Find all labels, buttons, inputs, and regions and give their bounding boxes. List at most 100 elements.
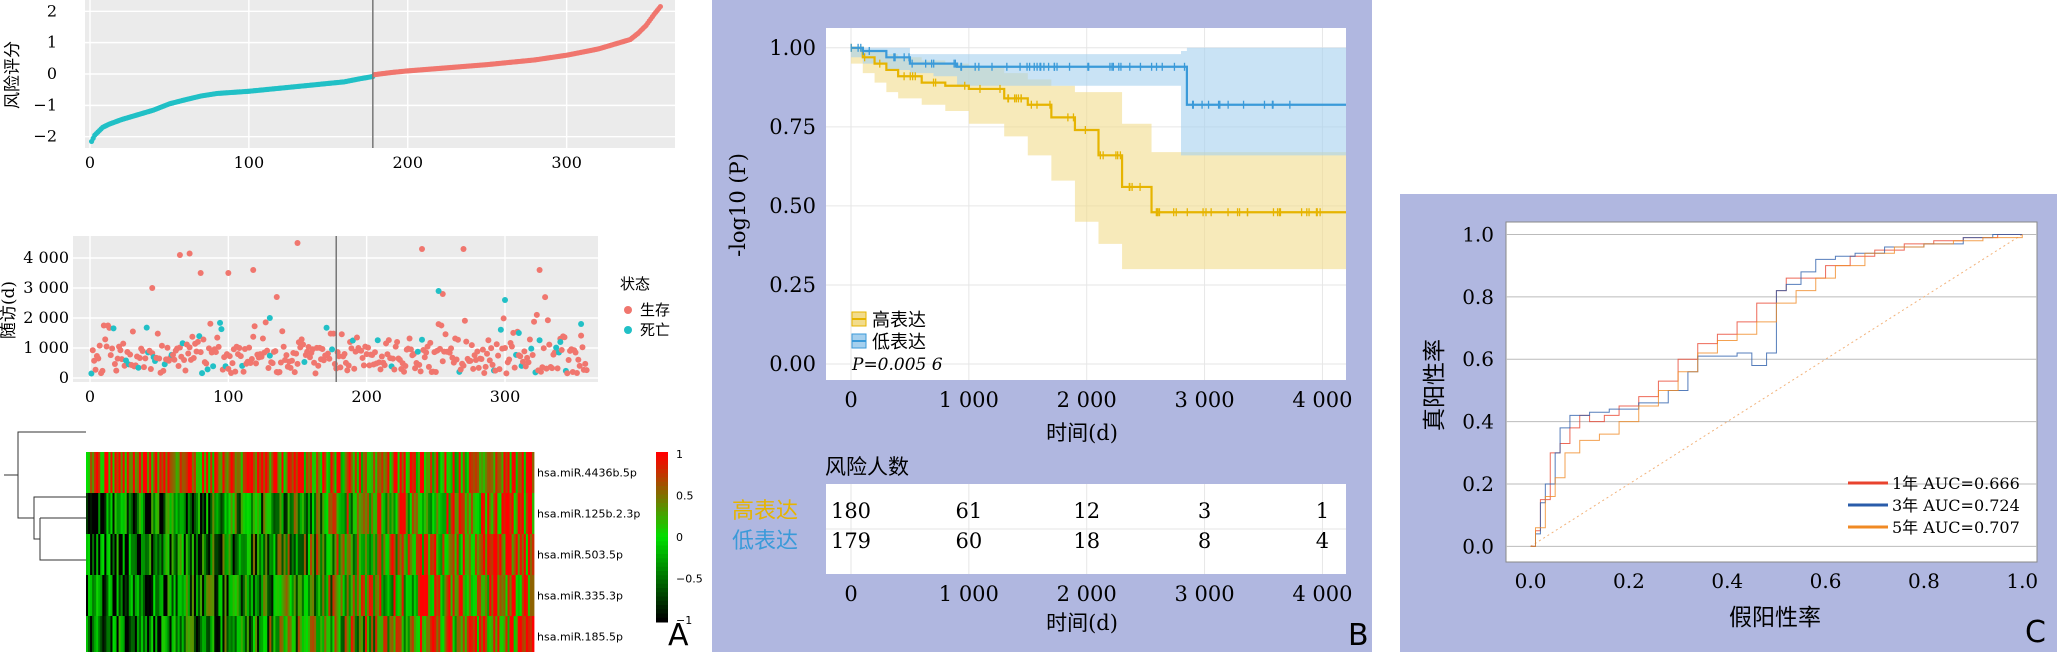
- followup-point: [419, 336, 425, 343]
- heatmap-cell: [303, 575, 307, 616]
- followup-point: [147, 365, 154, 372]
- heatmap-cell: [161, 493, 164, 534]
- heatmap-cell: [481, 452, 484, 493]
- heatmap-cell: [100, 452, 103, 493]
- followup-point: [460, 362, 467, 369]
- heatmap-cell: [424, 575, 427, 616]
- heatmap-cell: [519, 534, 523, 575]
- heatmap-cell: [96, 616, 99, 652]
- heatmap-cell: [289, 452, 293, 493]
- heatmap-cell: [265, 534, 268, 575]
- heatmap-cell: [255, 575, 258, 616]
- heatmap-cell: [236, 575, 240, 616]
- followup-legend-title: 状态: [620, 275, 650, 293]
- heatmap-cell: [195, 493, 199, 534]
- heatmap-cell: [301, 575, 305, 616]
- followup-point: [214, 334, 221, 341]
- heatmap-cell: [307, 575, 311, 616]
- heatmap-cell: [460, 616, 464, 652]
- heatmap-cell: [226, 616, 229, 652]
- followup-point: [503, 370, 510, 377]
- heatmap-scale-step: [656, 571, 668, 576]
- heatmap-cell: [395, 452, 398, 493]
- heatmap-cell: [401, 575, 405, 616]
- heatmap-cell: [442, 575, 445, 616]
- heatmap-cell: [413, 452, 417, 493]
- heatmap-cell: [279, 575, 282, 616]
- heatmap-cell: [364, 452, 368, 493]
- heatmap-cell: [244, 534, 248, 575]
- heatmap-cell: [448, 452, 451, 493]
- heatmap-scale-step: [656, 520, 668, 525]
- heatmap-cell: [434, 616, 437, 652]
- heatmap-scale-step: [656, 588, 668, 593]
- heatmap-cell: [332, 575, 335, 616]
- heatmap-cell: [218, 616, 221, 652]
- heatmap-cell: [118, 493, 122, 534]
- followup-point: [391, 366, 398, 373]
- heatmap-cell: [198, 534, 201, 575]
- heatmap-cell: [326, 575, 329, 616]
- heatmap-cell: [102, 452, 105, 493]
- roc-legend: 1年 AUC=0.666 3年 AUC=0.724 5年 AUC=0.707: [1848, 474, 2020, 537]
- followup-point: [438, 322, 445, 329]
- heatmap-cell: [104, 534, 107, 575]
- heatmap-cell: [295, 575, 299, 616]
- risk-table-cell: 12: [1073, 499, 1100, 523]
- heatmap-cell: [340, 493, 343, 534]
- km-x-tick: 1 000: [939, 388, 999, 412]
- heatmap-cell: [295, 534, 299, 575]
- heatmap-cell: [285, 493, 288, 534]
- heatmap-cell: [428, 616, 431, 652]
- followup-point: [136, 355, 143, 362]
- heatmap-scale-step: [656, 532, 668, 538]
- followup-point: [329, 346, 336, 353]
- heatmap-cell: [525, 616, 529, 652]
- heatmap-scale-step: [656, 452, 668, 457]
- heatmap-scale-step: [656, 515, 668, 521]
- followup-point: [511, 364, 518, 371]
- followup-point: [493, 341, 500, 348]
- heatmap-scale-step: [656, 477, 668, 483]
- followup-point: [207, 320, 214, 327]
- heatmap-cell: [195, 452, 199, 493]
- heatmap-scale-step: [656, 579, 668, 585]
- km-y-tick: 1.00: [769, 36, 816, 60]
- heatmap-cell: [263, 616, 266, 652]
- followup-point: [336, 353, 342, 360]
- heatmap-cell: [305, 575, 309, 616]
- heatmap-cell: [354, 616, 358, 652]
- heatmap-cell: [200, 616, 203, 652]
- heatmap-cell: [434, 534, 437, 575]
- heatmap-cell: [424, 534, 427, 575]
- heatmap-cell: [238, 534, 242, 575]
- risk-table-row-label: 低表达: [732, 529, 798, 554]
- heatmap-cell: [281, 493, 284, 534]
- heatmap-cell: [332, 534, 335, 575]
- heatmap-cell: [450, 616, 453, 652]
- risk-table-x-tick: 3 000: [1175, 582, 1235, 606]
- heatmap-cell: [242, 452, 246, 493]
- heatmap-cell: [277, 534, 280, 575]
- heatmap-cell: [153, 493, 156, 534]
- heatmap-cell: [140, 534, 144, 575]
- heatmap-cell: [476, 575, 480, 616]
- heatmap-cell: [350, 616, 354, 652]
- heatmap-cell: [444, 575, 447, 616]
- heatmap-cell: [187, 534, 191, 575]
- heatmap-cell: [505, 575, 508, 616]
- heatmap-cell: [352, 493, 356, 534]
- heatmap-cell: [232, 616, 236, 652]
- followup-point: [427, 339, 434, 346]
- heatmap-cell: [409, 452, 413, 493]
- heatmap-cell: [379, 575, 382, 616]
- heatmap-cell: [98, 616, 101, 652]
- heatmap-cell: [163, 452, 166, 493]
- followup-point: [212, 349, 219, 356]
- heatmap-cell: [387, 452, 390, 493]
- heatmap-cell: [159, 575, 162, 616]
- heatmap-cell: [350, 534, 354, 575]
- heatmap-cell: [409, 616, 413, 652]
- heatmap-cell: [100, 534, 103, 575]
- heatmap-cell: [149, 493, 152, 534]
